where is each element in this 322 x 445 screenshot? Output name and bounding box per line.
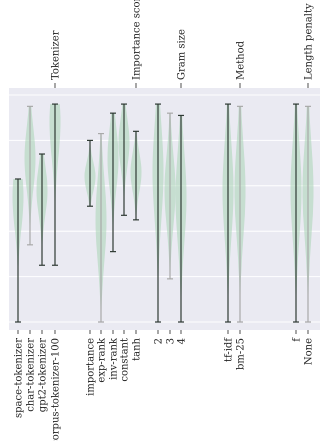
tick-label-0-1: char-tokenizer — [26, 338, 37, 412]
tick-label-1-1: exp-rank — [97, 337, 108, 383]
group-title-0: Tokenizer — [51, 30, 62, 80]
plot-panel — [9, 88, 320, 330]
tick-label-4-0: f — [292, 337, 303, 342]
tick-label-0-2: gpt2-tokenizer — [38, 338, 49, 412]
tick-label-1-2: inv-rank — [109, 337, 120, 380]
tick-label-4-1: None — [304, 338, 315, 365]
tick-label-1-4: tanh — [132, 337, 143, 360]
group-title-2: Gram size — [177, 29, 188, 80]
group-title-4: Length penalty — [304, 3, 315, 80]
group-title-3: Method — [236, 40, 247, 80]
tick-label-3-1: bm-25 — [236, 338, 247, 370]
group-title-1: Importance score — [132, 0, 143, 80]
tick-label-2-1: 3 — [166, 338, 177, 344]
tick-label-2-0: 2 — [154, 338, 165, 344]
tick-label-3-0: tf-idf — [224, 337, 235, 362]
tick-label-0-3: corpus-tokenizer-100 — [51, 338, 62, 441]
tick-label-1-0: importance — [86, 338, 97, 396]
tick-label-1-3: constant — [120, 338, 131, 382]
tick-label-0-0: space-tokenizer — [14, 338, 25, 418]
tick-label-2-2: 4 — [177, 338, 188, 344]
